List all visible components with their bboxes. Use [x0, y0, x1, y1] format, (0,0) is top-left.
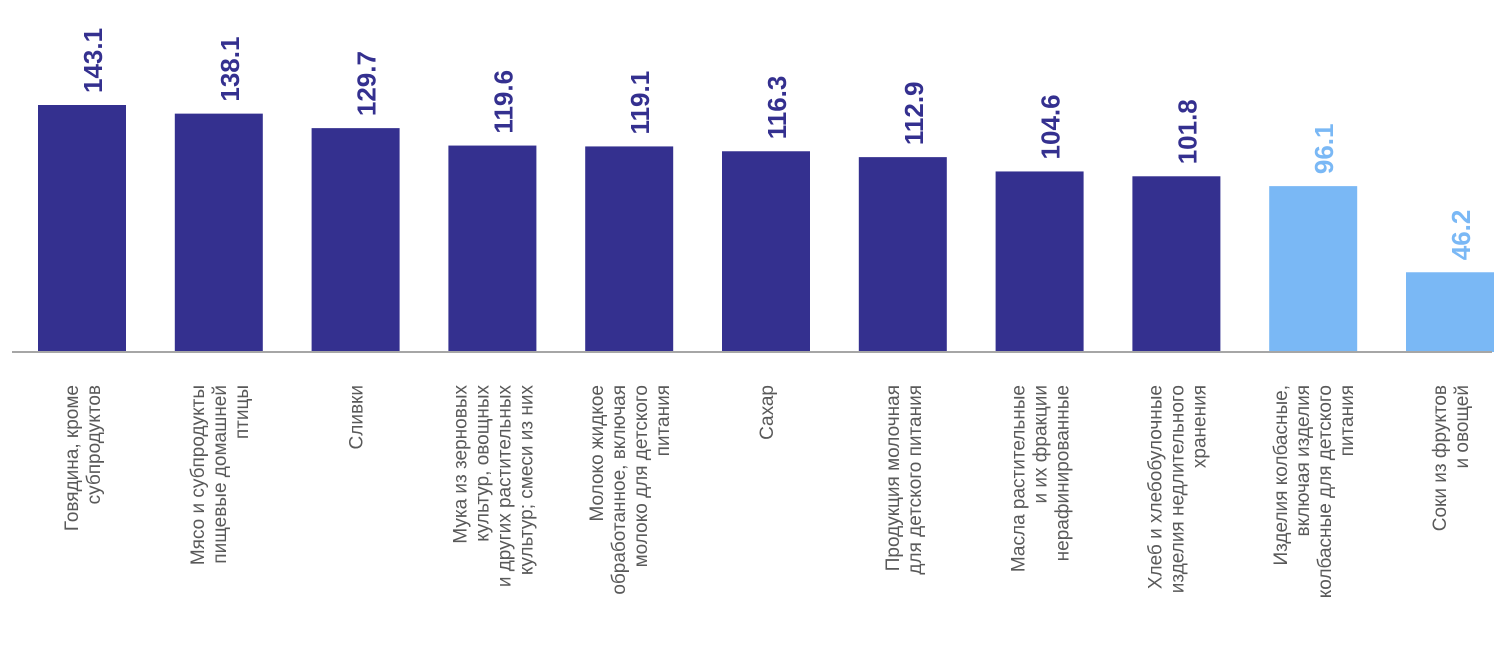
category-label-line: питания: [1337, 385, 1358, 456]
category-label-line: культур; смеси из них: [516, 385, 537, 576]
value-label-7: 104.6: [1036, 94, 1066, 159]
value-label-2: 129.7: [352, 51, 382, 116]
category-label-line: изделия недлительного: [1167, 385, 1188, 593]
value-label-0: 143.1: [78, 28, 108, 93]
category-label-line: Продукция молочная: [883, 385, 904, 571]
category-label-line: Говядина, кроме: [62, 385, 83, 531]
bar-4: [585, 146, 674, 352]
category-label-2: Сливки: [347, 385, 368, 449]
value-label-4: 119.1: [625, 71, 655, 135]
category-label-line: Сахар: [757, 385, 778, 440]
category-label-line: и других растительных: [494, 385, 515, 588]
value-label-8: 101.8: [1172, 99, 1202, 164]
category-label-10: Соки из фруктов и овощей: [1430, 385, 1473, 531]
bar-0: [38, 105, 126, 352]
category-label-0: Говядина, кроме субпродуктов: [62, 385, 105, 531]
value-label-1: 138.1: [215, 37, 245, 102]
bar-5: [722, 151, 810, 352]
category-label-line: обработанное, включая: [609, 385, 630, 595]
bars-layer: [38, 105, 1494, 352]
category-label-line: Соки из фруктов: [1430, 385, 1451, 531]
category-label-line: хранения: [1189, 385, 1210, 468]
category-label-line: птицы: [232, 385, 253, 439]
category-label-line: Хлеб и хлебобулочные: [1145, 385, 1166, 589]
category-label-line: культур, овощных: [472, 385, 493, 542]
value-label-10: 46.2: [1446, 210, 1476, 261]
category-label-6: Продукция молочная для детского питания: [883, 385, 926, 575]
category-label-1: Мясо и субпродукты пищевые домашней птицы: [188, 385, 253, 565]
bar-7: [995, 171, 1084, 352]
bar-6: [858, 157, 947, 352]
bar-9: [1269, 186, 1358, 352]
category-label-line: Мясо и субпродукты: [188, 385, 209, 565]
category-label-line: Мука из зерновых: [450, 385, 471, 544]
category-label-3: Мука из зерновых культур, овощных и других…: [450, 385, 537, 588]
category-label-7: Масла растительные и их фракции нерафиниро…: [1009, 385, 1074, 572]
bar-3: [448, 145, 537, 352]
category-label-line: и их фракции: [1031, 385, 1052, 503]
category-label-line: нерафинированные: [1053, 385, 1074, 561]
category-label-4: Молоко жидкое обработанное, включая молоко…: [587, 385, 674, 595]
value-label-6: 112.9: [899, 81, 929, 145]
category-label-line: Молоко жидкое: [587, 385, 608, 522]
category-labels-layer: Говядина, кроме субпродуктов Мясо и субпро…: [62, 385, 1473, 599]
bar-1: [174, 113, 263, 352]
value-label-3: 119.6: [488, 70, 518, 134]
category-label-line: молоко для детского: [631, 385, 652, 567]
category-label-line: Масла растительные: [1009, 385, 1030, 572]
category-label-line: включая изделия: [1293, 385, 1314, 537]
category-label-5: Сахар: [757, 385, 778, 440]
category-label-8: Хлеб и хлебобулочные изделия недлительног…: [1145, 385, 1210, 593]
category-label-line: Изделия колбасные,: [1271, 385, 1292, 566]
value-label-5: 116.3: [762, 76, 792, 140]
category-label-line: пищевые домашней: [210, 385, 231, 564]
bar-2: [311, 128, 400, 352]
category-label-line: Сливки: [347, 385, 368, 449]
category-label-9: Изделия колбасные, включая изделия колбасн…: [1271, 385, 1358, 598]
value-labels-layer: 143.1 138.1 129.7 119.6 119.1 116.3 112.9 104.6…: [78, 28, 1476, 260]
category-label-line: колбасные для детского: [1315, 385, 1336, 598]
category-label-line: субпродуктов: [84, 385, 105, 504]
category-label-line: для детского питания: [905, 385, 926, 575]
category-label-line: и овощей: [1452, 385, 1473, 469]
bar-8: [1132, 176, 1221, 352]
value-label-9: 96.1: [1309, 124, 1339, 175]
category-label-line: питания: [653, 385, 674, 456]
bar-10: [1406, 272, 1494, 352]
